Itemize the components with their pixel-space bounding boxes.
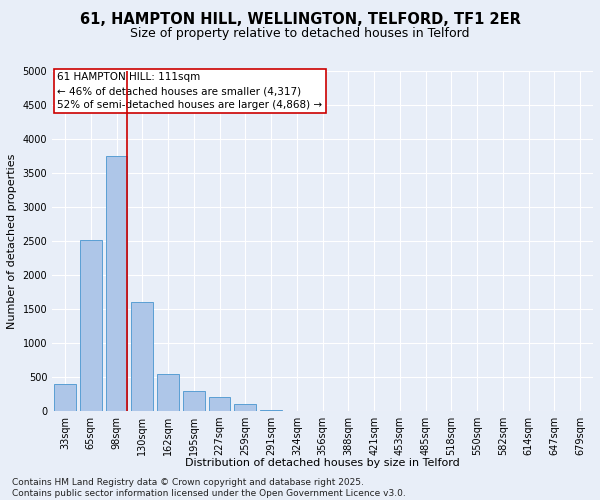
Y-axis label: Number of detached properties: Number of detached properties: [7, 153, 17, 328]
Text: 61, HAMPTON HILL, WELLINGTON, TELFORD, TF1 2ER: 61, HAMPTON HILL, WELLINGTON, TELFORD, T…: [80, 12, 520, 28]
Bar: [183, 390, 205, 411]
Bar: [54, 384, 76, 411]
X-axis label: Distribution of detached houses by size in Telford: Distribution of detached houses by size …: [185, 458, 460, 468]
Bar: [209, 398, 230, 411]
Text: 61 HAMPTON HILL: 111sqm
← 46% of detached houses are smaller (4,317)
52% of semi: 61 HAMPTON HILL: 111sqm ← 46% of detache…: [57, 72, 322, 110]
Bar: [260, 410, 282, 411]
Bar: [157, 374, 179, 411]
Text: Contains HM Land Registry data © Crown copyright and database right 2025.
Contai: Contains HM Land Registry data © Crown c…: [12, 478, 406, 498]
Bar: [235, 404, 256, 411]
Text: Size of property relative to detached houses in Telford: Size of property relative to detached ho…: [130, 28, 470, 40]
Bar: [80, 240, 101, 411]
Bar: [106, 156, 127, 411]
Bar: [131, 302, 153, 411]
